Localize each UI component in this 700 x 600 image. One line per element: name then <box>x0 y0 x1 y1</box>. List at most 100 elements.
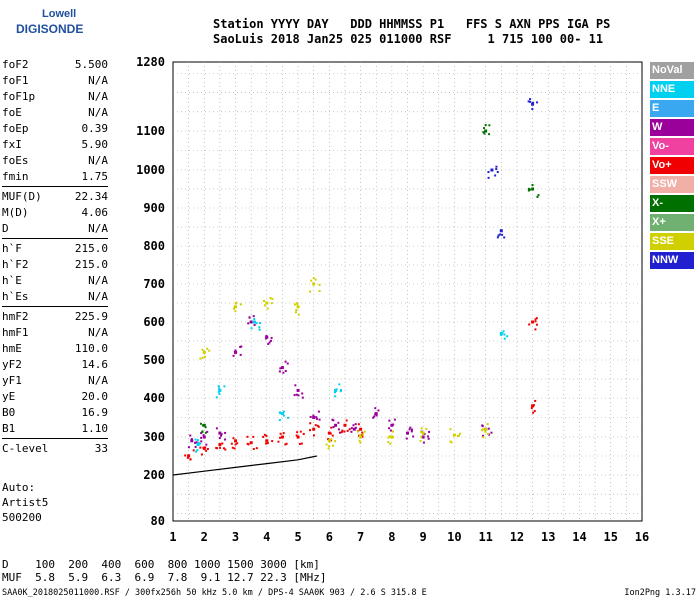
data-point-vo <box>312 434 315 437</box>
param-value: 5.500 <box>74 58 108 71</box>
data-point-sse <box>309 290 312 293</box>
data-point-nnw <box>497 234 500 237</box>
legend-x: X+ <box>650 214 694 231</box>
data-point-nnw <box>531 107 534 110</box>
muf-distance-table: D 100 200 400 600 800 1000 1500 3000 [km… <box>2 558 327 584</box>
data-point-vo <box>247 443 250 446</box>
param-value: N/A <box>88 326 108 339</box>
data-point-sse <box>420 430 423 433</box>
x-tick-label: 12 <box>510 530 524 544</box>
data-point-sse <box>199 357 202 360</box>
param-value: 215.0 <box>74 258 108 271</box>
data-point-vo <box>340 431 343 434</box>
data-point-nne <box>339 390 342 393</box>
x-tick-label: 3 <box>232 530 239 544</box>
param-name: foEs <box>2 154 29 167</box>
data-point-sse <box>449 440 452 443</box>
param-row: foE N/A <box>2 105 108 121</box>
true-height-profile <box>172 455 317 476</box>
data-point-w <box>374 413 377 416</box>
param-row: h`E N/A <box>2 273 108 289</box>
param-row: D N/A <box>2 221 108 237</box>
data-point-w <box>337 421 340 424</box>
legend-x: X- <box>650 195 694 212</box>
data-point-x <box>528 188 531 191</box>
param-value: 22.34 <box>74 190 108 203</box>
param-name: MUF(D) <box>2 190 42 203</box>
data-point-w <box>405 437 408 440</box>
data-point-vo <box>187 454 190 457</box>
data-point-sse <box>271 297 274 300</box>
data-point-sse <box>206 347 209 350</box>
data-point-vo <box>343 430 346 433</box>
data-point-w <box>268 341 271 344</box>
data-point-nne <box>502 330 505 333</box>
data-point-w <box>318 418 321 421</box>
data-point-w <box>312 416 316 419</box>
data-point-x <box>488 133 491 136</box>
data-point-vo <box>330 439 333 442</box>
auto-label: Auto: <box>2 481 36 494</box>
data-point-sse <box>420 435 423 438</box>
param-value: 4.06 <box>81 206 109 219</box>
param-name: hmF2 <box>2 310 29 323</box>
autoscaling-info: Auto: Artist5 500200 <box>2 480 48 525</box>
data-point-sse <box>484 427 488 431</box>
data-point-vo <box>528 323 531 326</box>
data-point-vo <box>230 442 233 445</box>
data-point-vo <box>184 454 187 457</box>
param-name: yE <box>2 390 16 403</box>
data-point-w <box>389 429 392 432</box>
data-point-vo <box>357 423 360 426</box>
data-point-w <box>317 410 320 413</box>
data-point-sse <box>332 444 335 447</box>
data-point-w <box>239 353 242 356</box>
data-point-w <box>373 415 376 418</box>
data-point-nne <box>258 328 261 331</box>
data-point-sse <box>459 432 462 435</box>
data-point-w <box>224 431 227 434</box>
param-row: B0 16.9 <box>2 405 108 421</box>
param-separator <box>2 238 108 239</box>
data-point-sse <box>312 277 315 280</box>
data-point-nnw <box>487 176 490 179</box>
param-row: M(D) 4.06 <box>2 205 108 221</box>
data-point-nne <box>282 414 285 417</box>
data-point-nne <box>255 322 258 325</box>
data-point-nne <box>259 322 262 325</box>
data-point-nne <box>252 320 256 324</box>
param-row: yF2 14.6 <box>2 357 108 373</box>
data-point-vo <box>202 446 205 449</box>
header-line2: SaoLuis 2018 Jan25 025 011000 RSF 1 715 … <box>213 32 604 46</box>
data-point-nne <box>196 439 199 442</box>
param-value: N/A <box>88 222 108 235</box>
data-point-vo <box>343 423 347 427</box>
data-point-vo <box>361 435 364 438</box>
y-tick-label: 500 <box>143 353 165 367</box>
param-name: C-level <box>2 442 49 455</box>
data-point-vo <box>534 318 537 321</box>
x-tick-label: 13 <box>541 530 555 544</box>
data-point-sse <box>263 304 266 307</box>
data-point-w <box>352 424 355 427</box>
data-point-nne <box>499 331 503 335</box>
data-point-nne <box>282 410 285 413</box>
data-point-vo <box>532 404 535 407</box>
data-point-vo <box>231 446 234 449</box>
data-point-sse <box>484 430 487 433</box>
x-tick-label: 4 <box>263 530 270 544</box>
data-point-nne <box>253 318 256 321</box>
data-point-vo <box>285 442 288 445</box>
data-point-x <box>484 124 487 127</box>
data-point-nnw <box>490 168 494 172</box>
data-point-sse <box>358 434 361 437</box>
param-value: 16.9 <box>81 406 109 419</box>
param-value: N/A <box>88 90 108 103</box>
param-row: yF1 N/A <box>2 373 108 389</box>
data-point-nne <box>501 332 504 335</box>
data-point-w <box>392 423 395 426</box>
data-point-sse <box>363 430 366 433</box>
data-point-nne <box>287 416 290 419</box>
y-tick-label: 700 <box>143 277 165 291</box>
data-point-w <box>406 431 409 435</box>
